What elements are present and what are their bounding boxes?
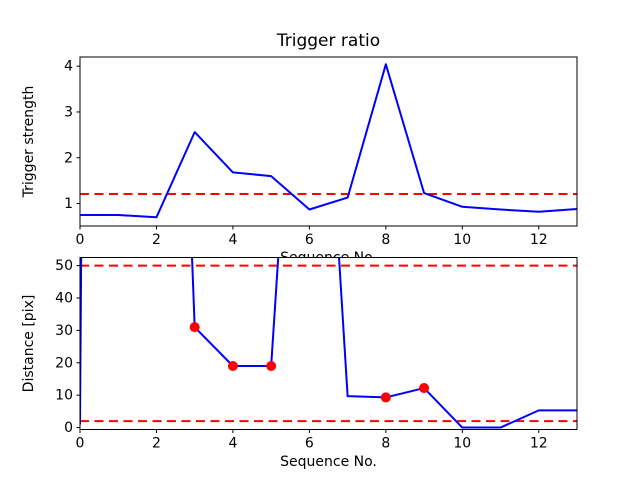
x-tick-label: 0 bbox=[76, 436, 85, 452]
y-tick-label: 1 bbox=[64, 196, 73, 212]
x-tick-label: 8 bbox=[381, 232, 390, 248]
y-tick-label: 20 bbox=[55, 355, 73, 371]
data-line bbox=[80, 257, 577, 429]
x-tick-label: 0 bbox=[76, 232, 85, 248]
y-tick-label: 30 bbox=[55, 323, 73, 339]
data-point-marker bbox=[266, 361, 277, 372]
y-tick-label: 40 bbox=[55, 290, 73, 306]
y-tick-label: 50 bbox=[55, 258, 73, 274]
x-tick-label: 4 bbox=[228, 436, 237, 452]
x-tick-label: 6 bbox=[305, 232, 314, 248]
y-tick-label: 2 bbox=[64, 150, 73, 166]
x-tick-label: 10 bbox=[453, 436, 471, 452]
axes-background-bottom bbox=[80, 257, 577, 430]
axes-distance: 0 2 4 6 8 10 12 0 10 20 30 40 50 Distance [pix] Sequ… bbox=[21, 257, 578, 470]
x-tick-label: 4 bbox=[228, 232, 237, 248]
x-tick-label: 12 bbox=[530, 436, 548, 452]
chart-layer-bottom: 0 2 4 6 8 10 12 0 10 20 30 40 50 bbox=[55, 257, 577, 452]
chart-title: Trigger ratio bbox=[276, 31, 380, 51]
x-tick-label: 8 bbox=[381, 436, 390, 452]
x-tick-label: 10 bbox=[453, 232, 471, 248]
y-axis-label-top: Trigger strength bbox=[21, 86, 37, 199]
y-tick-label: 10 bbox=[55, 388, 73, 404]
data-point-marker bbox=[227, 361, 238, 372]
data-point-marker bbox=[189, 322, 200, 333]
y-axis-label-bottom: Distance [pix] bbox=[21, 295, 37, 393]
axes-frame-bottom bbox=[79, 257, 578, 430]
data-line bbox=[80, 63, 577, 219]
x-tick-label: 2 bbox=[152, 232, 161, 248]
x-tick-label: 2 bbox=[152, 436, 161, 452]
x-tick-label: 12 bbox=[530, 232, 548, 248]
x-axis-label-bottom: Sequence No. bbox=[280, 454, 377, 470]
y-tick-label: 0 bbox=[64, 420, 73, 436]
data-point-marker bbox=[380, 392, 391, 403]
y-tick-label: 4 bbox=[64, 59, 73, 75]
y-tick-label: 3 bbox=[64, 104, 73, 120]
x-tick-label: 6 bbox=[305, 436, 314, 452]
data-point-marker bbox=[419, 383, 430, 394]
axes-frame-top bbox=[79, 56, 578, 227]
